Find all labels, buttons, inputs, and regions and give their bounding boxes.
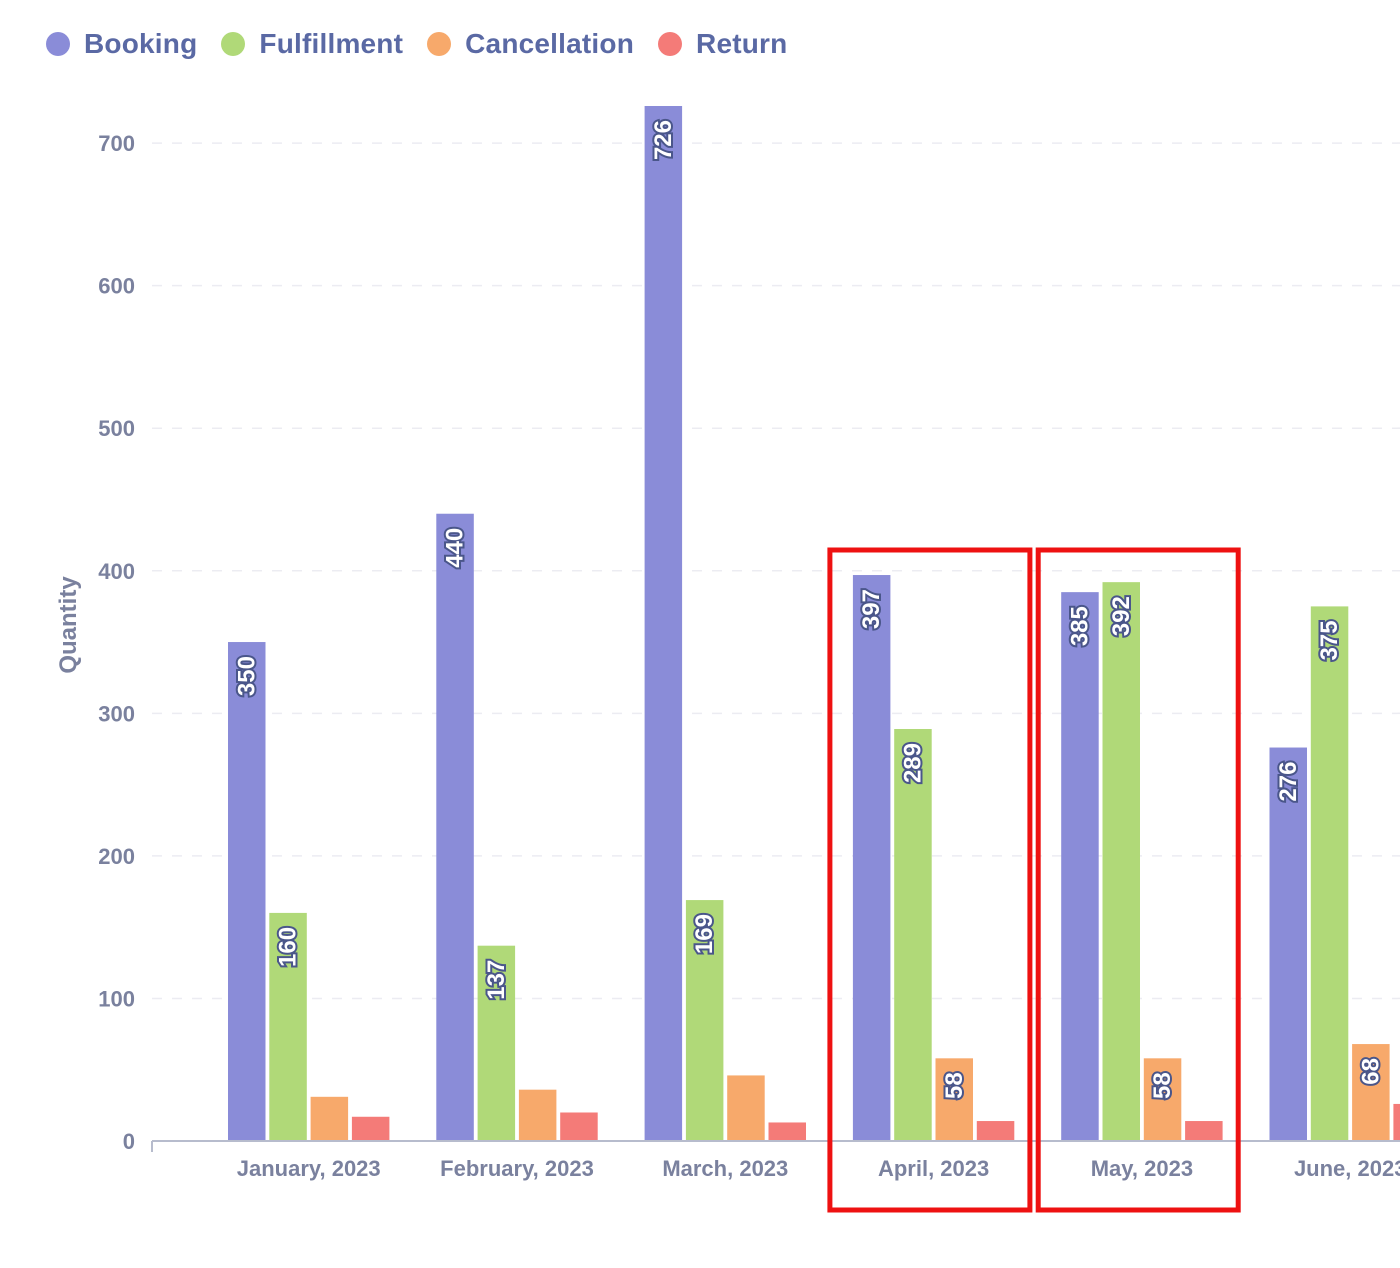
bar-cancellation[interactable]	[1352, 1044, 1390, 1141]
bar-booking[interactable]	[1061, 592, 1099, 1141]
bar-value-label: 58	[941, 1072, 968, 1099]
legend-label-booking: Booking	[84, 28, 198, 59]
bar-booking[interactable]	[436, 513, 474, 1141]
y-tick-label: 300	[98, 701, 135, 726]
legend-label-cancellation: Cancellation	[465, 28, 635, 59]
legend-label-return: Return	[696, 28, 788, 59]
y-axis-ticks: 0 100 200 300 400 500 600 700	[98, 131, 135, 1154]
legend-dot-return	[658, 32, 683, 56]
bar-value-label: 392	[1108, 596, 1135, 636]
bar-value-label: 726	[650, 120, 677, 160]
y-tick-label: 700	[98, 131, 135, 156]
highlight-box	[1035, 547, 1241, 1213]
bar-cancellation[interactable]	[935, 1058, 974, 1141]
legend-dot-fulfillment	[221, 32, 246, 56]
bar-booking[interactable]	[1269, 747, 1308, 1141]
y-tick-label: 0	[123, 1129, 135, 1154]
bar-return[interactable]	[768, 1122, 807, 1141]
x-tick-label: June, 2023	[1294, 1156, 1400, 1181]
y-tick-label: 600	[98, 274, 135, 299]
y-axis-label: Quantity	[55, 576, 82, 674]
x-tick-label: April, 2023	[878, 1156, 989, 1181]
bar-booking[interactable]	[852, 575, 891, 1141]
bar-value-label: 397	[858, 589, 885, 629]
highlight-box	[827, 547, 1033, 1213]
legend-dot-booking	[46, 32, 70, 56]
bar-cancellation[interactable]	[518, 1089, 557, 1141]
legend-item-cancellation[interactable]: Cancellation	[427, 28, 634, 60]
x-tick-label: May, 2023	[1091, 1156, 1193, 1181]
bar-return[interactable]	[560, 1112, 598, 1141]
y-tick-label: 100	[98, 986, 135, 1011]
bar-value-label: 58	[1149, 1072, 1176, 1099]
bar-fulfillment[interactable]	[685, 900, 724, 1141]
legend-label-fulfillment: Fulfillment	[259, 28, 404, 59]
legend-item-fulfillment[interactable]: Fulfillment	[221, 28, 403, 60]
bar-value-label: 289	[899, 743, 926, 783]
bar-value-label: 375	[1316, 620, 1343, 660]
y-tick-label: 400	[98, 559, 135, 584]
bar-return[interactable]	[976, 1121, 1015, 1141]
bar-cancellation[interactable]	[727, 1075, 765, 1141]
bar-cancellation[interactable]	[1143, 1058, 1182, 1141]
bar-fulfillment[interactable]	[1310, 606, 1349, 1141]
bar-value-label: 276	[1275, 762, 1302, 802]
bar-fulfillment[interactable]	[1102, 582, 1141, 1141]
bar-value-label: 440	[442, 528, 469, 568]
legend-item-booking[interactable]: Booking	[46, 28, 197, 60]
bar-fulfillment[interactable]	[894, 728, 932, 1141]
bar-booking[interactable]	[228, 642, 266, 1141]
x-axis-ticks: January, 2023 February, 2023 March, 2023 Ap…	[237, 1156, 1400, 1181]
bar-return[interactable]	[351, 1116, 390, 1141]
legend-dot-cancellation	[427, 32, 452, 56]
bar-value-label: 350	[233, 656, 260, 696]
bar-cancellation[interactable]	[310, 1096, 349, 1141]
bar-return[interactable]	[1393, 1103, 1400, 1141]
grid-lines	[152, 142, 1400, 1000]
bar-fulfillment[interactable]	[269, 912, 307, 1141]
bars: 350 160 440 137 726 169 397 289 58 385 392 58 276 375…	[228, 106, 1400, 1141]
bar-value-label: 160	[275, 927, 302, 967]
x-tick-label: February, 2023	[440, 1156, 594, 1181]
x-tick-label: January, 2023	[237, 1156, 381, 1181]
legend: Booking Fulfillment Cancellation Return	[46, 28, 787, 60]
bar-value-label: 169	[691, 914, 718, 954]
y-tick-label: 500	[98, 416, 135, 441]
highlight-boxes	[827, 547, 1241, 1213]
bar-value-label: 385	[1066, 606, 1093, 646]
x-tick-label: March, 2023	[662, 1156, 788, 1181]
y-tick-label: 200	[98, 844, 135, 869]
bar-value-label: 68	[1357, 1058, 1384, 1085]
bar-value-label: 137	[483, 960, 510, 1000]
bar-booking[interactable]	[644, 106, 683, 1141]
bar-fulfillment[interactable]	[477, 945, 516, 1141]
bar-return[interactable]	[1185, 1121, 1223, 1141]
legend-item-return[interactable]: Return	[658, 28, 787, 60]
